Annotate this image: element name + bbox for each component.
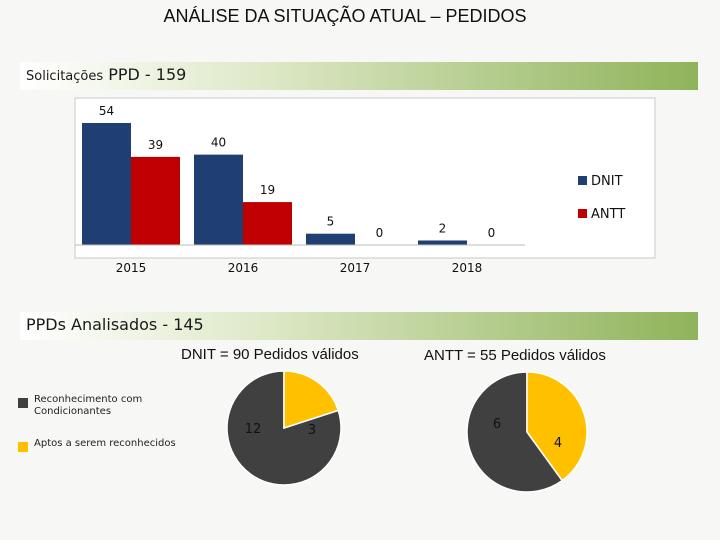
pie-value-label: 3 — [308, 423, 316, 438]
legend-swatch-dnit — [578, 176, 587, 185]
legend-item-reconhecimento: Reconhecimento com Condicionantes — [18, 394, 178, 418]
legend-item-aptos: Aptos a serem reconhecidos — [18, 438, 178, 452]
bar-value-label: 5 — [327, 215, 335, 229]
bar-dnit-2018 — [418, 240, 467, 245]
section-header-analisados: PPDs Analisados - 145 — [20, 312, 698, 340]
x-tick-label: 2016 — [228, 261, 259, 275]
legend-label-dnit: DNIT — [591, 174, 623, 189]
pie-legend: Reconhecimento com Condicionantes Aptos … — [18, 394, 178, 470]
section-header-label: Solicitações PPD - 159 — [26, 65, 186, 84]
x-tick-label: 2015 — [116, 261, 147, 275]
bar-value-label: 40 — [211, 136, 226, 150]
legend-swatch — [18, 442, 28, 452]
legend-label-antt: ANTT — [591, 207, 625, 222]
bar-dnit-2016 — [194, 154, 243, 245]
bar-dnit-2015 — [82, 123, 131, 245]
bar-value-label: 54 — [99, 104, 114, 118]
x-tick-label: 2018 — [452, 261, 483, 275]
legend-label: Reconhecimento com Condicionantes — [34, 394, 143, 417]
legend-swatch — [18, 398, 28, 408]
section-header-solicitacoes: Solicitações PPD - 159 — [20, 62, 698, 90]
section-header-small: Solicitações — [26, 69, 104, 84]
bar-chart: 54 39 2015 40 19 2016 5 0 2017 2 0 2018 DNIT ANTT — [74, 97, 656, 275]
bar-value-label: 19 — [260, 183, 275, 197]
bar-antt-2015 — [131, 156, 180, 245]
bar-value-label: 0 — [376, 226, 384, 240]
pie-slice-antt-0 — [466, 371, 564, 493]
pie-slice-antt-1 — [526, 371, 588, 482]
bar-value-label: 39 — [148, 138, 163, 152]
bar-value-label: 2 — [439, 221, 447, 235]
legend-swatch-antt — [578, 209, 587, 218]
legend-label: Aptos a serem reconhecidos — [34, 438, 176, 449]
pie-value-label: 4 — [554, 436, 562, 451]
pie-value-label: 6 — [493, 417, 501, 432]
page-title: ANÁLISE DA SITUAÇÃO ATUAL – PEDIDOS — [163, 6, 527, 26]
bar-dnit-2017 — [306, 233, 355, 245]
pie-value-label: 12 — [245, 422, 262, 437]
bar-antt-2016 — [243, 202, 292, 245]
pie-slice-dnit-1 — [283, 370, 340, 430]
bar-value-label: 0 — [488, 226, 496, 240]
section-header-big: PPD - 159 — [108, 65, 187, 84]
section-header-label: PPDs Analisados - 145 — [26, 315, 204, 334]
x-tick-label: 2017 — [340, 261, 371, 275]
pie-slice-dnit-0 — [226, 370, 342, 486]
pie-antt-title: ANTT = 55 Pedidos válidos — [424, 347, 606, 364]
pie-dnit-title: DNIT = 90 Pedidos válidos — [181, 346, 359, 363]
